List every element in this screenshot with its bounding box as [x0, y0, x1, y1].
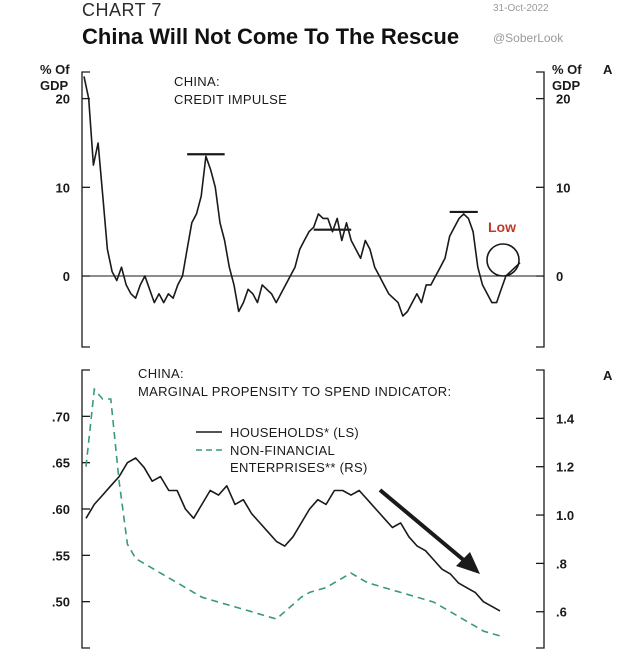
households-line	[85, 457, 501, 612]
chart-date: 31-Oct-2022	[493, 3, 549, 14]
top-left-tick-label: 10	[56, 180, 70, 195]
bottom-right-tick-label: 1.0	[556, 508, 574, 523]
low-annotation-circle	[486, 243, 520, 277]
source-handle: @SoberLook	[493, 31, 564, 45]
top-left-tick-label: 20	[56, 92, 70, 107]
bottom-panel-title-line1: CHINA:	[138, 366, 184, 381]
credit-impulse-line	[83, 76, 521, 317]
top-right-tick-label: 0	[556, 269, 563, 284]
enterprises-line	[85, 387, 501, 637]
bottom-right-tick-label: .6	[556, 605, 567, 620]
legend: HOUSEHOLDS* (LS) NON-FINANCIAL ENTERPRIS…	[196, 425, 368, 475]
top-right-unit-line1: % Of	[552, 62, 582, 77]
axis-ticks: 0 0 10 10 20 20 .50 .55 .60 .65 .70 .6 .8 1.0 1.2 1.4	[52, 92, 575, 620]
top-left-unit-line2: GDP	[40, 78, 69, 93]
bottom-panel-marks	[85, 387, 501, 637]
legend-households-label: HOUSEHOLDS* (LS)	[230, 425, 359, 440]
bottom-left-tick-label: .70	[52, 409, 70, 424]
low-annotation-label: Low	[488, 219, 516, 235]
top-panel-title-line1: CHINA:	[174, 74, 220, 89]
bottom-corner-mark: A	[603, 368, 613, 383]
chart-title: China Will Not Come To The Rescue	[82, 24, 460, 49]
bottom-left-tick-label: .55	[52, 548, 70, 563]
top-right-tick-label: 20	[556, 92, 570, 107]
top-left-tick-label: 0	[63, 269, 70, 284]
bottom-left-tick-label: .50	[52, 595, 70, 610]
top-panel-title-line2: CREDIT IMPULSE	[174, 92, 287, 107]
top-left-unit-line1: % Of	[40, 62, 70, 77]
top-corner-mark: A	[603, 62, 613, 77]
top-panel-frame	[81, 71, 545, 348]
bottom-panel-frame	[81, 369, 545, 649]
trend-arrow	[378, 488, 480, 574]
bottom-left-tick-label: .60	[52, 502, 70, 517]
bottom-right-tick-label: .8	[556, 556, 567, 571]
bottom-panel-title-line2: MARGINAL PROPENSITY TO SPEND INDICATOR:	[138, 384, 451, 399]
top-right-unit-line2: GDP	[552, 78, 581, 93]
top-right-tick-label: 10	[556, 180, 570, 195]
bottom-left-tick-label: .65	[52, 456, 70, 471]
legend-enterprises-label-line1: NON-FINANCIAL	[230, 443, 335, 458]
top-panel-marks	[82, 76, 544, 317]
bottom-right-tick-label: 1.2	[556, 460, 574, 475]
bottom-right-tick-label: 1.4	[556, 411, 575, 426]
legend-enterprises-label-line2: ENTERPRISES** (RS)	[230, 460, 368, 475]
chart-number: CHART 7	[82, 0, 162, 20]
